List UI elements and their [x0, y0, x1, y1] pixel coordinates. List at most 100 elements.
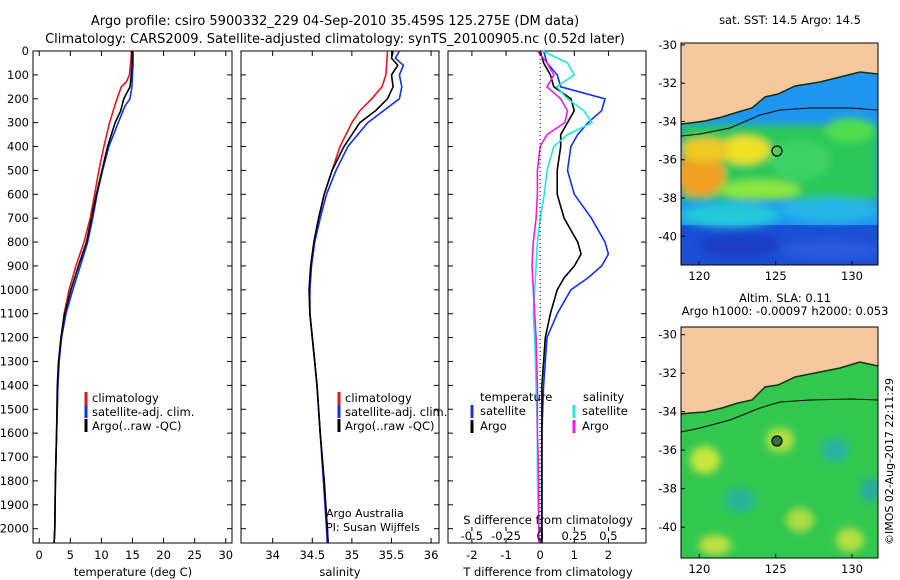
t-difference-axis-label: T difference from climatology	[462, 565, 633, 579]
depth-tick-label: 1100	[0, 307, 29, 321]
s-tick-label: -0.5	[461, 529, 483, 543]
legend-s-satellite: satellite	[582, 404, 628, 418]
x-tick-label: 5	[67, 548, 74, 562]
series-line	[53, 51, 133, 544]
s-tick-label: -0.25	[491, 529, 521, 543]
legend-climatology: climatology	[92, 391, 159, 405]
temperature-series	[53, 51, 134, 544]
depth-tick-label: 800	[7, 235, 29, 249]
depth-tick-label: 100	[7, 68, 29, 82]
series-line	[541, 50, 610, 543]
x-tick-label: 34	[265, 548, 280, 562]
figure-title: Argo profile: csiro 5900332_229 04-Sep-2…	[91, 14, 579, 29]
sla-map-title: Altim. SLA: 0.11	[739, 291, 831, 305]
x-axes: 0 5 10 15 20 25 30 34 34.5 35 35.5 36 -2 -1 0 1 2	[33, 50, 646, 562]
s-difference-ticks: -0.5 -0.25 0 0.25 0.5	[461, 527, 618, 543]
legend-argo-sal: Argo(..raw -QC)	[345, 419, 435, 433]
x-tick-label: 1	[571, 548, 578, 562]
difference-series	[531, 50, 610, 543]
s-tick-label: 0.5	[599, 529, 617, 543]
x-tick-label: 0	[537, 548, 544, 562]
depth-tick-label: 1000	[0, 283, 29, 297]
legend-s-argo: Argo	[582, 419, 609, 433]
legend-satellite-sal: satellite-adj. clim.	[345, 405, 447, 419]
x-tick-label: 30	[218, 548, 233, 562]
map-x-tick-label: 130	[841, 562, 863, 576]
x-tick-label: 35	[345, 548, 360, 562]
salinity-panel	[240, 50, 440, 544]
sla-map	[681, 327, 878, 558]
map-x-tick-label: 125	[765, 562, 787, 576]
x-tick-label: 34.5	[299, 548, 325, 562]
temperature-axis-label: temperature (deg C)	[74, 565, 192, 579]
depth-tick-label: 1800	[0, 474, 29, 488]
sst-map-ticks: 120 125 130 -30 -32 -34 -36 -38 -40	[658, 38, 863, 283]
legend-satellite: satellite-adj. clim.	[92, 405, 194, 419]
map-y-tick-label: -40	[658, 229, 677, 243]
legend-t-argo: Argo	[480, 419, 507, 433]
depth-axis: 0 100 200 300 400 500 600 700 800 900 1000 1100 1200…	[0, 44, 29, 536]
map-y-tick-label: -38	[658, 482, 677, 496]
depth-tick-label: 900	[7, 259, 29, 273]
depth-tick-label: 700	[7, 211, 29, 225]
sla-map-ticks: 120 125 130 -30 -32 -34 -36 -38 -40	[658, 328, 863, 576]
depth-tick-label: 500	[7, 163, 29, 177]
map-y-tick-label: -40	[658, 520, 677, 534]
series-line	[539, 50, 582, 543]
salinity-axis-label: salinity	[319, 565, 360, 579]
pi-label: PI: Susan Wijffels	[326, 521, 420, 534]
x-tick-label: 15	[125, 548, 140, 562]
map-y-tick-label: -34	[658, 405, 677, 419]
legend-heading-temperature: temperature	[480, 390, 552, 404]
series-line	[531, 50, 569, 543]
s-difference-label: S difference from climatology	[463, 513, 633, 527]
x-tick-label: -1	[500, 548, 511, 562]
series-line	[308, 50, 389, 544]
s-tick-label: 0	[537, 529, 544, 543]
imos-stamp: ©IMOS 02-Aug-2017 22:11:29	[883, 378, 896, 545]
x-tick-label: 2	[605, 548, 612, 562]
depth-tick-label: 2000	[0, 522, 29, 536]
map-y-tick-label: -30	[658, 328, 677, 342]
depth-tick-label: 1500	[0, 402, 29, 416]
legend-heading-salinity: salinity	[583, 390, 624, 404]
series-line	[308, 50, 399, 544]
sla-map-frame	[680, 326, 879, 559]
temperature-legend: climatology satellite-adj. clim. Argo(..…	[84, 391, 194, 433]
x-tick-label: -2	[466, 548, 477, 562]
map-y-tick-label: -36	[658, 153, 677, 167]
depth-tick-label: 200	[7, 92, 29, 106]
temperature-panel	[32, 50, 233, 544]
sst-map-frame	[680, 42, 879, 266]
map-x-tick-label: 120	[688, 562, 710, 576]
sla-float-marker	[771, 435, 783, 447]
sst-map	[681, 43, 878, 265]
x-tick-label: 25	[187, 548, 202, 562]
s-tick-label: 0.25	[562, 529, 588, 543]
map-x-tick-label: 125	[765, 269, 787, 283]
argo-australia-label: Argo Australia	[326, 507, 404, 520]
x-tick-label: 36	[424, 548, 439, 562]
map-x-tick-label: 120	[688, 269, 710, 283]
depth-tick-label: 0	[22, 44, 29, 58]
x-tick-label: 0	[36, 548, 43, 562]
depth-tick-label: 400	[7, 140, 29, 154]
figure-subtitle: Climatology: CARS2009. Satellite-adjuste…	[45, 32, 625, 47]
x-tick-label: 20	[156, 548, 171, 562]
legend-climatology-sal: climatology	[345, 391, 412, 405]
map-y-tick-label: -32	[658, 366, 677, 380]
depth-tick-label: 300	[7, 116, 29, 130]
depth-tick-label: 1700	[0, 450, 29, 464]
series-line	[53, 51, 134, 544]
map-y-tick-label: -32	[658, 76, 677, 90]
difference-legend: temperature salinity satellite Argo sate…	[470, 390, 628, 433]
series-line	[53, 51, 133, 544]
depth-tick-label: 600	[7, 187, 29, 201]
depth-tick-label: 1200	[0, 331, 29, 345]
map-x-tick-label: 130	[841, 269, 863, 283]
map-y-tick-label: -38	[658, 191, 677, 205]
map-y-tick-label: -36	[658, 443, 677, 457]
salinity-series	[308, 50, 405, 544]
salinity-legend: climatology satellite-adj. clim. Argo(..…	[337, 391, 447, 433]
